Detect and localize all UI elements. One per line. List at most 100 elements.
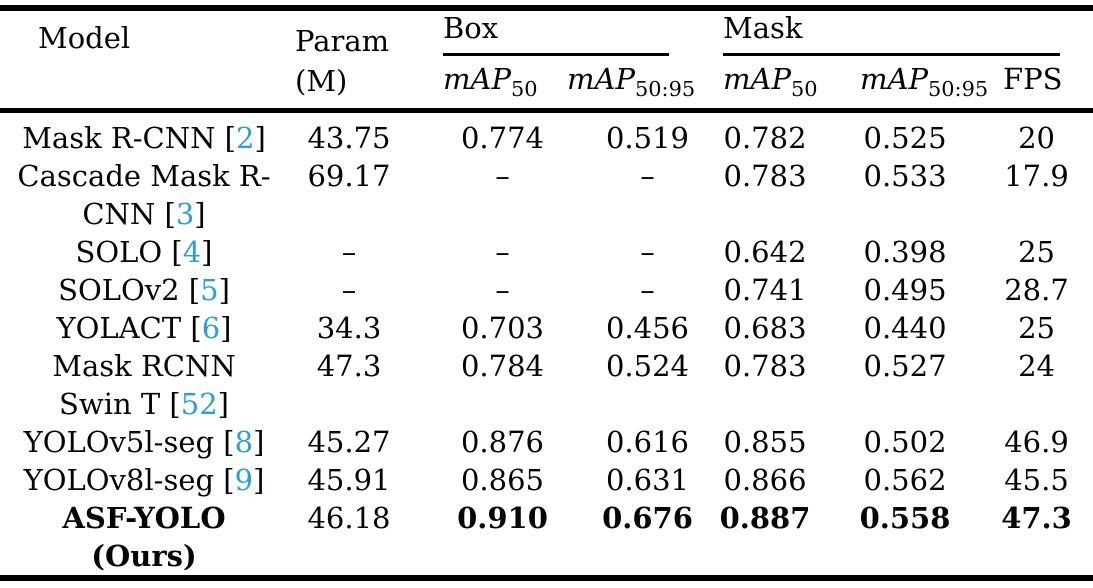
header-box-map50: mAP50: [410, 56, 595, 110]
box-map5095-cell: 0.616: [605, 424, 690, 459]
box-map5095-cell: 0.519: [605, 120, 690, 155]
box-map50-cell: 0.865: [460, 462, 545, 497]
model-name-line2: Swin T [52]: [59, 386, 229, 421]
citation-link[interactable]: 5: [200, 272, 219, 307]
model-name-line2: (Ours): [91, 538, 197, 573]
model-cell: YOLOv5l-seg [8]: [0, 423, 288, 461]
mask-group-rule: Mask: [723, 11, 1061, 56]
model-cell: SOLOv2 [5]: [0, 271, 288, 309]
model-name: ]: [254, 120, 266, 155]
group-header-mask: Mask: [700, 8, 1093, 56]
header-model-label: Model: [38, 21, 131, 55]
citation-link[interactable]: 6: [201, 310, 221, 345]
box-map5095-cell: –: [640, 272, 655, 307]
box-map50-cell: –: [495, 272, 510, 307]
mask-map50-cell: 0.782: [723, 120, 807, 155]
param-cell: 43.75: [307, 120, 391, 155]
fps-cell: 20: [1018, 120, 1055, 155]
mask-map50-cell: 0.783: [723, 348, 807, 383]
model-name: YOLACT [: [56, 310, 202, 345]
box-map50-cell: 0.774: [460, 120, 545, 155]
map-label: mAP: [860, 61, 928, 96]
table-body: Mask R-CNN [2] 43.75 0.774 0.519 0.782 0…: [0, 110, 1093, 578]
citation-link[interactable]: 9: [234, 462, 254, 497]
model-cell: YOLOv8l-seg [9]: [0, 461, 288, 499]
model-cell: Cascade Mask R- CNN [3]: [0, 157, 288, 233]
table-row: SOLO [4] – – – 0.642 0.398 25: [0, 233, 1093, 271]
header-fps: FPS: [980, 56, 1093, 110]
fps-cell: 47.3: [1001, 500, 1072, 535]
model-name-line1: ASF-YOLO: [62, 500, 226, 535]
fps-cell: 46.9: [1004, 424, 1069, 459]
model-name-line1: Mask RCNN: [52, 348, 236, 383]
table-row: Cascade Mask R- CNN [3] 69.17 – – 0.783 …: [0, 157, 1093, 233]
model-name: ]: [253, 462, 265, 497]
box-map50-cell: 0.784: [460, 348, 545, 383]
param-cell: 69.17: [307, 158, 391, 193]
box-map5095-cell: 0.631: [605, 462, 690, 497]
model-cell: YOLACT [6]: [0, 309, 288, 347]
param-cell: –: [341, 234, 357, 269]
model-cell: ASF-YOLO (Ours): [0, 499, 288, 578]
table-row: Mask RCNN Swin T [52] 47.3 0.784 0.524 0…: [0, 347, 1093, 423]
box-group-label: Box: [443, 11, 499, 45]
mask-map5095-cell: 0.527: [863, 348, 947, 383]
mask-map50-cell: 0.741: [723, 272, 807, 307]
header-box-map5095: mAP50:95: [567, 56, 700, 110]
param-cell: 47.3: [316, 348, 382, 383]
param-cell: 46.18: [307, 500, 391, 535]
box-map5095-cell: –: [640, 158, 655, 193]
map5095-subscript: 50:95: [634, 76, 696, 101]
mask-map5095-cell: 0.398: [863, 234, 947, 269]
model-name-line1: Cascade Mask R-: [17, 158, 271, 193]
header-param: Param (M): [288, 8, 410, 110]
model-name: YOLOv5l-seg [: [23, 424, 235, 459]
mask-map5095-cell: 0.525: [863, 120, 947, 155]
mask-map50-cell: 0.783: [723, 158, 807, 193]
fps-cell: 25: [1018, 234, 1055, 269]
model-name: ]: [218, 272, 230, 307]
model-cell: SOLO [4]: [0, 233, 288, 271]
box-group-rule: Box: [443, 11, 670, 56]
fps-cell: 45.5: [1004, 462, 1069, 497]
box-map5095-cell: –: [640, 234, 655, 269]
table-row-ours: ASF-YOLO (Ours) 46.18 0.910 0.676 0.887 …: [0, 499, 1093, 578]
header-model: Model: [0, 8, 288, 110]
fps-cell: 28.7: [1004, 272, 1069, 307]
box-map50-cell: 0.703: [460, 310, 545, 345]
citation-link[interactable]: 8: [234, 424, 254, 459]
box-map50-cell: 0.910: [457, 500, 548, 535]
table-row: YOLOv5l-seg [8] 45.27 0.876 0.616 0.855 …: [0, 423, 1093, 461]
citation-link[interactable]: 3: [175, 196, 195, 231]
mask-map5095-cell: 0.440: [863, 310, 947, 345]
header-mask-map5095: mAP50:95: [830, 56, 988, 110]
mask-map5095-cell: 0.562: [863, 462, 947, 497]
table-row: SOLOv2 [5] – – – 0.741 0.495 28.7: [0, 271, 1093, 309]
table-row: Mask R-CNN [2] 43.75 0.774 0.519 0.782 0…: [0, 110, 1093, 157]
fps-cell: 25: [1018, 310, 1055, 345]
box-map5095-cell: 0.456: [605, 310, 690, 345]
citation-link[interactable]: 52: [180, 386, 218, 421]
mask-map50-cell: 0.866: [723, 462, 807, 497]
fps-label: FPS: [1003, 61, 1063, 96]
citation-link[interactable]: 2: [235, 120, 255, 155]
model-cell: Mask RCNN Swin T [52]: [0, 347, 288, 423]
fps-cell: 24: [1018, 348, 1055, 383]
box-map50-cell: –: [495, 234, 510, 269]
map-label: mAP: [567, 61, 635, 96]
header-param-line1: Param: [295, 24, 390, 58]
box-map50-cell: 0.876: [460, 424, 545, 459]
table-row: YOLOv8l-seg [9] 45.91 0.865 0.631 0.866 …: [0, 461, 1093, 499]
model-name: ]: [253, 424, 265, 459]
map50-subscript: 50: [790, 76, 818, 101]
map50-subscript: 50: [510, 76, 538, 101]
mask-map50-cell: 0.642: [723, 234, 807, 269]
mask-map50-cell: 0.683: [723, 310, 807, 345]
map5095-subscript: 50:95: [927, 76, 989, 101]
header-mask-map50: mAP50: [700, 56, 830, 110]
model-name: ]: [220, 310, 232, 345]
model-name: Mask R-CNN [: [22, 120, 236, 155]
table-row: YOLACT [6] 34.3 0.703 0.456 0.683 0.440 …: [0, 309, 1093, 347]
citation-link[interactable]: 4: [182, 234, 202, 269]
